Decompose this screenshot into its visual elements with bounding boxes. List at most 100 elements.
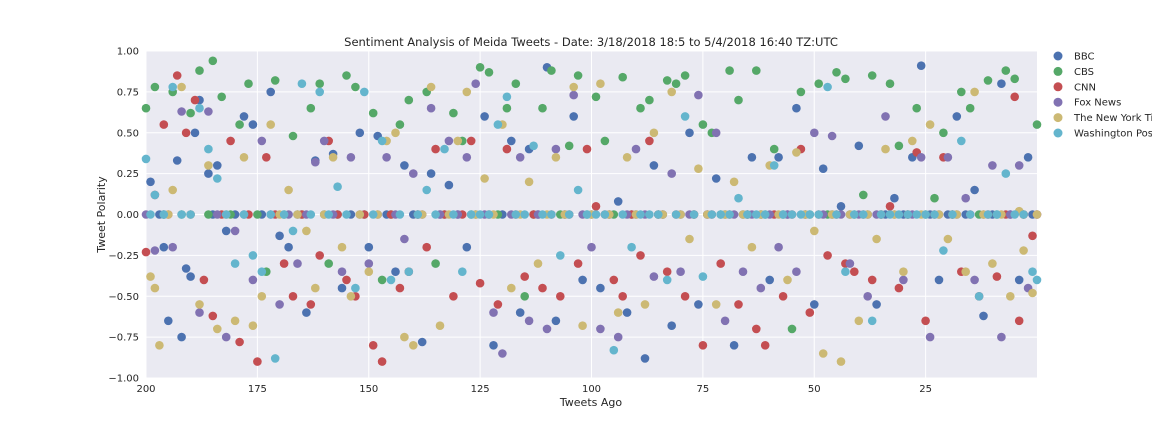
data-point	[288, 131, 298, 141]
data-point	[760, 341, 770, 350]
data-point	[934, 275, 944, 285]
data-point	[511, 79, 521, 88]
data-point	[613, 308, 623, 317]
data-point	[983, 210, 993, 219]
y-tick-label: −0.75	[108, 333, 139, 344]
data-point	[810, 128, 819, 138]
data-point	[841, 267, 850, 277]
data-point	[275, 231, 284, 241]
data-point	[894, 141, 904, 151]
y-tick-label: 1.00	[117, 47, 139, 58]
data-point	[890, 193, 899, 203]
data-point	[181, 264, 191, 273]
data-point	[177, 107, 186, 116]
x-axis-label: Tweets Ago	[559, 396, 622, 409]
data-point	[177, 332, 186, 342]
x-tick-label: 125	[471, 384, 490, 395]
data-point	[908, 136, 917, 146]
data-point	[711, 128, 721, 138]
data-point	[698, 272, 708, 281]
data-point	[997, 332, 1006, 342]
data-point	[720, 316, 730, 326]
data-point	[734, 95, 743, 105]
data-point	[159, 210, 169, 219]
data-point	[983, 76, 993, 85]
data-point	[796, 210, 806, 219]
data-point	[498, 349, 507, 358]
data-point	[787, 324, 797, 334]
data-point	[881, 144, 890, 154]
data-point	[711, 300, 721, 309]
data-point	[645, 210, 654, 219]
data-point	[582, 210, 592, 219]
data-point	[266, 210, 276, 219]
data-point	[489, 341, 498, 350]
data-point	[395, 120, 405, 129]
data-point	[311, 283, 320, 293]
data-point	[507, 283, 516, 293]
data-point	[573, 185, 583, 195]
data-point	[547, 210, 556, 219]
data-point	[760, 210, 770, 219]
data-point	[422, 185, 432, 195]
data-point	[538, 210, 547, 219]
data-point	[382, 153, 391, 162]
data-point	[618, 292, 627, 301]
data-point	[462, 87, 472, 97]
data-point	[346, 153, 356, 162]
data-point	[551, 153, 561, 162]
data-point	[524, 177, 534, 187]
data-point	[190, 95, 200, 105]
data-point	[827, 131, 837, 141]
data-point	[426, 103, 436, 113]
data-point	[150, 283, 160, 293]
data-point	[596, 324, 605, 334]
data-point	[676, 267, 685, 277]
data-point	[836, 357, 846, 366]
legend: BBC CBS CNN Fox News The New York Times Washi…	[1053, 51, 1152, 140]
data-point	[150, 82, 160, 92]
data-point	[204, 161, 213, 170]
data-point	[177, 82, 186, 92]
data-point	[662, 275, 672, 285]
data-point	[400, 332, 409, 342]
data-point	[409, 341, 418, 350]
data-point	[368, 108, 378, 118]
data-point	[368, 210, 378, 219]
data-point	[747, 153, 757, 162]
y-tick-label: −0.50	[108, 292, 139, 303]
data-point	[667, 321, 676, 331]
y-tick-label: −1.00	[108, 374, 139, 385]
data-point	[662, 267, 672, 277]
data-point	[306, 103, 316, 113]
legend-marker	[1053, 113, 1063, 123]
data-point	[204, 210, 213, 219]
y-tick-label: 0.50	[117, 128, 139, 139]
data-point	[649, 128, 659, 138]
data-point	[556, 292, 565, 301]
data-point	[796, 87, 806, 97]
data-point	[146, 210, 155, 219]
data-point	[360, 87, 369, 97]
data-point	[564, 141, 574, 151]
data-point	[204, 144, 213, 154]
data-point	[248, 120, 258, 129]
data-point	[729, 341, 739, 350]
data-point	[172, 71, 182, 80]
data-point	[230, 316, 240, 326]
data-point	[899, 275, 908, 285]
data-point	[854, 141, 864, 151]
data-point	[533, 259, 543, 268]
data-point	[297, 79, 307, 88]
data-point	[391, 128, 400, 138]
data-point	[752, 66, 761, 75]
data-point	[792, 267, 801, 277]
data-point	[939, 246, 948, 255]
data-points	[141, 56, 1042, 366]
data-point	[413, 210, 423, 219]
data-point	[440, 144, 449, 154]
data-point	[698, 120, 708, 129]
data-point	[640, 300, 650, 309]
data-point	[186, 108, 195, 118]
data-point	[805, 210, 815, 219]
